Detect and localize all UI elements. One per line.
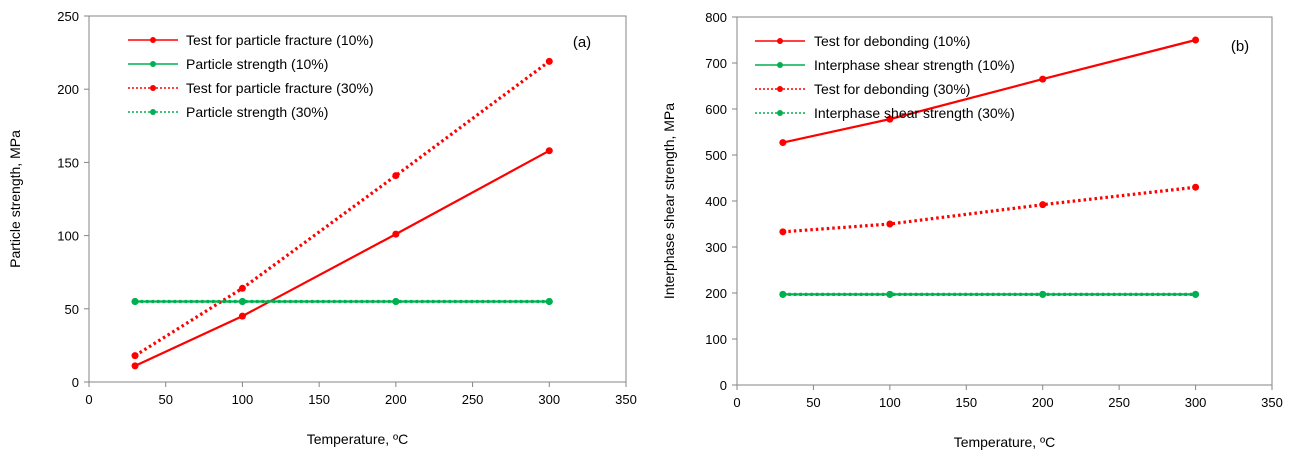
y-tick-label: 600 bbox=[705, 102, 727, 117]
y-axis-label: Particle strength, MPa bbox=[7, 130, 23, 268]
legend-entry: Test for debonding (30%) bbox=[814, 81, 970, 97]
x-tick-label: 200 bbox=[1032, 395, 1054, 410]
legend-entry: Particle strength (30%) bbox=[186, 104, 328, 120]
data-point bbox=[886, 220, 894, 228]
x-tick-label: 100 bbox=[879, 395, 901, 410]
y-tick-label: 250 bbox=[57, 9, 79, 24]
data-point bbox=[886, 290, 894, 298]
legend-marker bbox=[777, 62, 783, 68]
data-point bbox=[779, 290, 787, 298]
data-point bbox=[131, 362, 139, 370]
legend: Test for particle fracture (10%) Particle… bbox=[128, 32, 374, 120]
data-point bbox=[1192, 36, 1200, 44]
x-tick-label: 350 bbox=[1261, 395, 1283, 410]
x-tick-label: 300 bbox=[538, 392, 560, 407]
data-point bbox=[545, 147, 553, 155]
series-line-2 bbox=[134, 60, 551, 358]
x-tick-label: 350 bbox=[615, 392, 637, 407]
legend-marker bbox=[777, 38, 783, 44]
data-point bbox=[392, 230, 400, 238]
y-tick-label: 200 bbox=[57, 82, 79, 97]
data-point bbox=[1039, 201, 1047, 209]
data-point bbox=[238, 297, 246, 305]
x-tick-label: 250 bbox=[462, 392, 484, 407]
y-tick-label: 700 bbox=[705, 56, 727, 71]
data-point bbox=[779, 228, 787, 236]
plot-area bbox=[88, 15, 627, 383]
x-tick-label: 300 bbox=[1185, 395, 1207, 410]
y-tick-label: 50 bbox=[65, 302, 79, 317]
x-tick-label: 50 bbox=[806, 395, 820, 410]
series-line-2 bbox=[782, 185, 1196, 234]
x-tick-label: 50 bbox=[158, 392, 172, 407]
y-tick-label: 150 bbox=[57, 155, 79, 170]
legend-entry: Test for particle fracture (30%) bbox=[186, 80, 374, 96]
panel-label: (b) bbox=[1231, 38, 1249, 55]
data-point bbox=[1192, 290, 1200, 298]
legend-entry: Test for debonding (10%) bbox=[814, 33, 970, 49]
x-tick-label: 0 bbox=[85, 392, 92, 407]
y-tick-label: 100 bbox=[705, 332, 727, 347]
y-tick-label: 100 bbox=[57, 229, 79, 244]
x-axis-label: Temperature, ºC bbox=[307, 431, 409, 447]
x-tick-label: 200 bbox=[385, 392, 407, 407]
data-point bbox=[1039, 290, 1047, 298]
legend-marker bbox=[150, 37, 156, 43]
data-point bbox=[131, 352, 139, 360]
panel-label: (a) bbox=[573, 34, 591, 51]
data-point bbox=[886, 115, 894, 123]
legend: Test for debonding (10%) Interphase shear… bbox=[755, 33, 1015, 121]
chart-panel-1: 0 50 100 150 200 250 300 350 0 100 200 300 400 500 600… bbox=[661, 10, 1283, 450]
data-point bbox=[238, 312, 246, 320]
y-tick-label: 500 bbox=[705, 148, 727, 163]
data-point bbox=[392, 297, 400, 305]
legend-entry: Interphase shear strength (10%) bbox=[814, 57, 1015, 73]
data-point bbox=[545, 57, 553, 65]
data-point bbox=[545, 297, 553, 305]
series-line-0 bbox=[782, 38, 1196, 144]
legend-entry: Particle strength (10%) bbox=[186, 56, 328, 72]
y-tick-label: 400 bbox=[705, 194, 727, 209]
data-point bbox=[131, 297, 139, 305]
legend-marker bbox=[150, 85, 156, 91]
data-point bbox=[392, 172, 400, 180]
legend-marker bbox=[150, 61, 156, 67]
x-tick-label: 150 bbox=[955, 395, 977, 410]
x-axis-label: Temperature, ºC bbox=[954, 434, 1056, 450]
legend-entry: Test for particle fracture (10%) bbox=[186, 32, 374, 48]
chart-panel-0: 0 50 100 150 200 250 300 350 0 50 100 150 200 250 Temp… bbox=[7, 9, 637, 447]
data-point bbox=[1039, 75, 1047, 83]
x-tick-label: 150 bbox=[308, 392, 330, 407]
y-tick-label: 200 bbox=[705, 286, 727, 301]
series-line-0 bbox=[134, 149, 550, 367]
y-tick-label: 0 bbox=[72, 375, 79, 390]
legend-marker bbox=[777, 86, 783, 92]
x-tick-label: 100 bbox=[232, 392, 254, 407]
y-axis-label: Interphase shear strength, MPa bbox=[661, 103, 677, 299]
legend-marker bbox=[150, 109, 156, 115]
y-tick-label: 300 bbox=[705, 240, 727, 255]
x-tick-label: 0 bbox=[733, 395, 740, 410]
y-tick-label: 0 bbox=[720, 378, 727, 393]
data-point bbox=[779, 139, 787, 147]
y-tick-label: 800 bbox=[705, 10, 727, 25]
legend-marker bbox=[777, 110, 783, 116]
data-point bbox=[238, 284, 246, 292]
legend-entry: Interphase shear strength (30%) bbox=[814, 105, 1015, 121]
x-tick-label: 250 bbox=[1108, 395, 1130, 410]
data-point bbox=[1192, 183, 1200, 191]
